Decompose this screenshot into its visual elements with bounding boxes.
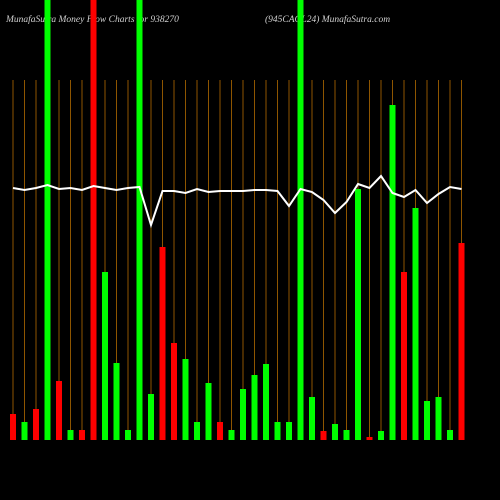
bar bbox=[56, 381, 62, 440]
bar bbox=[148, 394, 154, 440]
bar bbox=[435, 397, 442, 440]
bar bbox=[320, 431, 327, 440]
plot bbox=[10, 0, 465, 440]
bar bbox=[286, 422, 292, 440]
bar bbox=[401, 272, 407, 440]
bar bbox=[182, 359, 189, 440]
bar bbox=[251, 375, 258, 440]
bar bbox=[309, 397, 315, 440]
bar bbox=[194, 422, 200, 440]
bar bbox=[378, 431, 384, 440]
bar bbox=[332, 424, 338, 440]
bar bbox=[136, 0, 143, 440]
bar bbox=[113, 363, 120, 440]
bar bbox=[458, 243, 465, 440]
bar bbox=[355, 189, 361, 440]
bar bbox=[228, 430, 235, 440]
line bbox=[12, 174, 462, 229]
bar bbox=[343, 430, 350, 440]
bar bbox=[424, 401, 430, 440]
bar bbox=[274, 422, 281, 440]
bar bbox=[67, 430, 74, 440]
bar bbox=[44, 0, 51, 440]
bar bbox=[389, 105, 396, 440]
bar bbox=[240, 389, 246, 440]
bar bbox=[125, 430, 131, 440]
bar bbox=[297, 0, 304, 440]
bar bbox=[102, 272, 108, 440]
bar bbox=[412, 208, 419, 440]
bar bbox=[447, 430, 453, 440]
bar bbox=[79, 430, 85, 440]
chart-subtitle: (945CAGL24) MunafaSutra.com bbox=[265, 14, 390, 25]
bar bbox=[217, 422, 223, 440]
bar bbox=[205, 383, 212, 440]
bar bbox=[159, 247, 166, 440]
bar bbox=[263, 364, 269, 440]
bar bbox=[33, 409, 39, 440]
bar bbox=[171, 343, 177, 440]
bar bbox=[366, 437, 373, 440]
bar bbox=[21, 422, 28, 440]
bar bbox=[10, 414, 16, 440]
bar bbox=[90, 0, 97, 440]
